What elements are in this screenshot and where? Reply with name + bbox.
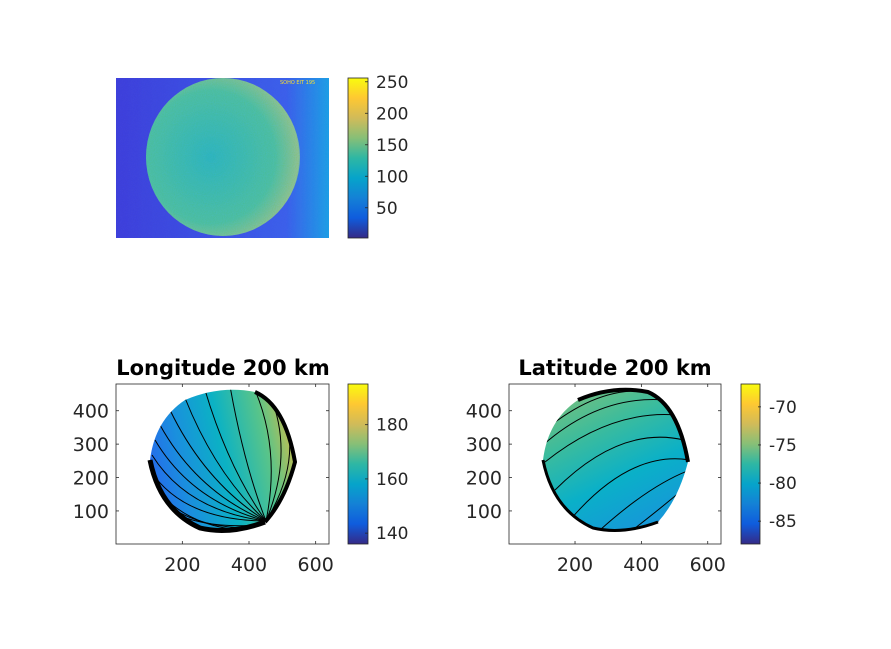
y-tick-label: 300 xyxy=(73,434,109,456)
longitude-title: Longitude 200 km xyxy=(116,356,330,380)
longitude-edge-right xyxy=(254,390,298,524)
x-tick-label: 200 xyxy=(557,554,593,576)
sun-disk xyxy=(146,78,300,236)
colorbar-tick-label: 100 xyxy=(376,167,408,187)
colorbar-tick-label: 160 xyxy=(376,470,408,490)
x-tick-label: 400 xyxy=(231,554,267,576)
y-tick-label: 300 xyxy=(466,434,502,456)
y-tick-label: 100 xyxy=(466,501,502,523)
longitude-contour xyxy=(254,389,272,522)
x-tick-label: 400 xyxy=(623,554,659,576)
latitude-contour xyxy=(544,414,677,463)
colorbar-tick-label: 200 xyxy=(376,104,408,124)
longitude-contour xyxy=(151,454,267,522)
colorbar-tick-label: 250 xyxy=(376,73,408,93)
x-tick-label: 600 xyxy=(298,554,334,576)
latitude-contour xyxy=(569,458,688,521)
longitude-edge xyxy=(147,459,266,533)
colorbar-tick-label: -70 xyxy=(769,398,797,418)
x-tick-label: 600 xyxy=(690,554,726,576)
latitude-contour xyxy=(543,399,666,446)
latitude-contour xyxy=(599,469,688,531)
y-tick-label: 400 xyxy=(73,401,109,423)
longitude-contour xyxy=(154,439,267,522)
image-panel: SOHO EIT 195 50 100 150 200 250 xyxy=(116,73,408,239)
latitude-contour xyxy=(554,436,685,491)
x-tick-label: 200 xyxy=(164,554,200,576)
colorbar-image xyxy=(347,77,369,239)
colorbar-tick-label: 140 xyxy=(376,524,408,544)
longitude-contour xyxy=(229,389,267,522)
colorbar-tick-label: 180 xyxy=(376,416,408,436)
longitude-contour xyxy=(169,409,267,522)
colorbar-tick-label: -75 xyxy=(769,436,797,456)
colorbar-tick-label: -80 xyxy=(769,474,797,494)
latitude-edge-bottom xyxy=(541,459,659,532)
latitude-edge-top xyxy=(577,387,690,463)
image-overlay-text: SOHO EIT 195 xyxy=(280,80,315,86)
latitude-map xyxy=(543,389,688,531)
latitude-panel: Latitude 200 km 200 400 600 100 200 300 400 -8… xyxy=(466,356,797,576)
longitude-contour xyxy=(204,389,267,522)
longitude-contour xyxy=(184,397,267,522)
colorbar-longitude xyxy=(347,383,369,545)
latitude-title: Latitude 200 km xyxy=(518,356,711,380)
y-tick-label: 400 xyxy=(466,401,502,423)
y-tick-label: 100 xyxy=(73,501,109,523)
longitude-contour xyxy=(159,424,267,522)
y-tick-label: 200 xyxy=(466,468,502,490)
y-tick-label: 200 xyxy=(73,468,109,490)
colorbar-tick-label: 50 xyxy=(376,199,398,219)
longitude-panel: Longitude 200 km 200 400 600 100 200 300 400 1… xyxy=(73,356,409,576)
colorbar-tick-label: -85 xyxy=(769,512,797,532)
colorbar-tick-label: 150 xyxy=(376,136,408,156)
colorbar-latitude xyxy=(740,383,761,545)
